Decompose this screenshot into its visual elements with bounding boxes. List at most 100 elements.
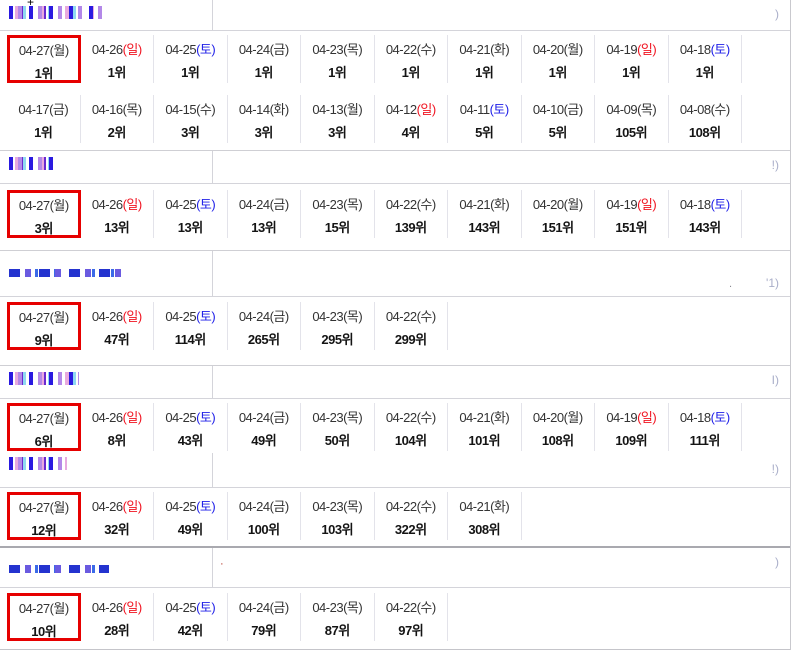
- section-header-left: [0, 151, 213, 183]
- day-of-week: (월): [49, 43, 70, 58]
- rank-cell: 04-09(목) 105위: [595, 95, 669, 143]
- rank-cell: 04-25(토) 42위: [154, 593, 228, 641]
- cell-rank: 108위: [688, 125, 721, 140]
- rank-row: 04-27(월) 9위 04-26(일) 47위 04-25(토) 114위 04-24(금…: [0, 302, 790, 350]
- dot-artifact: .: [728, 278, 732, 290]
- cell-date: 04-26(일): [81, 194, 154, 213]
- redacted-song-title[interactable]: [9, 565, 109, 573]
- day-of-week: (목): [343, 197, 363, 212]
- cell-rank: 12위: [31, 523, 57, 538]
- cell-date: 04-23(목): [301, 597, 374, 616]
- cell-rank: 1위: [622, 65, 641, 80]
- rank-cell: 04-15(수) 3위: [154, 95, 228, 143]
- cell-rank: 265위: [247, 332, 280, 347]
- cell-date: 04-12(일): [375, 99, 448, 118]
- cell-rank: 3위: [254, 125, 274, 140]
- date-text: 04-21: [459, 499, 491, 514]
- rank-table: 04-27(월) 3위 04-26(일) 13위 04-25(토) 13위 04-24(금)…: [0, 184, 790, 250]
- song-section: !) 04-27(월) 3위 04-26(일) 13위 04-25(토) 13위 04-24(…: [0, 150, 790, 250]
- rank-cell: 04-25(토) 43위: [154, 403, 228, 451]
- cell-date: 04-22(수): [375, 39, 448, 58]
- cell-rank: 3위: [181, 125, 200, 140]
- cell-date: 04-21(화): [448, 39, 521, 58]
- cell-rank: 1위: [181, 65, 200, 80]
- date-text: 04-26: [91, 600, 123, 615]
- redacted-song-title[interactable]: [9, 372, 79, 385]
- date-text: 04-25: [165, 499, 197, 514]
- date-text: 04-27: [18, 500, 50, 515]
- day-of-week: (월): [49, 198, 70, 213]
- cell-date: 04-26(일): [81, 407, 154, 426]
- rank-cell-current: 04-27(월) 3위: [7, 190, 81, 238]
- cell-rank: 9위: [34, 333, 54, 348]
- day-of-week: (목): [122, 102, 143, 117]
- cell-rank: 1위: [107, 65, 127, 80]
- section-header: . '1): [0, 251, 790, 297]
- cell-date: 04-27(월): [10, 598, 78, 617]
- cell-date: 04-18(토): [669, 407, 742, 426]
- cell-date: 04-09(목): [595, 99, 668, 118]
- section-header: I): [0, 366, 790, 399]
- redacted-song-title[interactable]: [9, 269, 125, 277]
- day-of-week: (목): [343, 410, 363, 425]
- section-header: ·): [0, 548, 790, 588]
- rank-cell: 04-08(수) 108위: [669, 95, 742, 143]
- redacted-song-title[interactable]: [9, 157, 53, 170]
- section-header-left: [0, 453, 213, 487]
- cell-rank: 4위: [401, 125, 421, 140]
- day-of-week: (일): [122, 197, 143, 212]
- rank-cell: 04-26(일) 47위: [81, 302, 154, 350]
- rank-table: 04-27(월) 6위 04-26(일) 8위 04-25(토) 43위 04-24(금) 4…: [0, 399, 790, 453]
- rank-cell: 04-23(목) 1위: [301, 35, 375, 83]
- rank-cell: 04-23(목) 103위: [301, 492, 375, 540]
- header-remnant-text: '1): [766, 276, 779, 290]
- cell-date: 04-17(금): [7, 99, 80, 118]
- rank-cell: 04-21(화) 308위: [448, 492, 522, 540]
- rank-cell: 04-25(토) 49위: [154, 492, 228, 540]
- day-of-week: (금): [269, 197, 290, 212]
- cell-rank: 8위: [107, 433, 127, 448]
- redacted-song-title[interactable]: [9, 457, 67, 470]
- cell-rank: 295위: [321, 332, 354, 347]
- day-of-week: (수): [416, 410, 437, 425]
- day-of-week: (토): [710, 410, 731, 425]
- date-text: 04-27: [18, 601, 50, 616]
- cell-date: 04-24(금): [228, 39, 301, 58]
- rank-cell: 04-14(화) 3위: [228, 95, 301, 143]
- cell-date: 04-18(토): [669, 39, 742, 58]
- cell-rank: 87위: [324, 623, 350, 638]
- cell-rank: 1위: [695, 65, 715, 80]
- day-of-week: (토): [489, 102, 510, 117]
- date-text: 04-22: [385, 197, 417, 212]
- rank-cell-current: 04-27(월) 6위: [7, 403, 81, 451]
- date-text: 04-20: [532, 42, 564, 57]
- rank-cell: 04-20(월) 108위: [522, 403, 595, 451]
- redacted-song-title[interactable]: [9, 6, 109, 19]
- date-text: 04-12: [385, 102, 417, 117]
- day-of-week: (토): [196, 410, 216, 425]
- rank-cell: 04-23(목) 15위: [301, 190, 375, 238]
- cell-date: 04-19(일): [595, 407, 668, 426]
- rank-row: 04-17(금) 1위 04-16(목) 2위 04-15(수) 3위 04-14(화) 3위…: [0, 95, 790, 143]
- rank-cell: 04-25(토) 13위: [154, 190, 228, 238]
- date-text: 04-16: [91, 102, 123, 117]
- cell-rank: 104위: [394, 433, 427, 448]
- cell-date: 04-27(월): [10, 40, 78, 59]
- date-text: 04-25: [165, 600, 197, 615]
- day-of-week: (일): [637, 197, 657, 212]
- cell-rank: 97위: [398, 623, 424, 638]
- cell-rank: 1위: [328, 65, 347, 80]
- cell-date: 04-25(토): [154, 496, 227, 515]
- cell-date: 04-19(일): [595, 194, 668, 213]
- cell-rank: 111위: [689, 433, 721, 448]
- cell-date: 04-24(금): [228, 496, 301, 515]
- section-header: ): [0, 0, 790, 31]
- date-text: 04-18: [679, 410, 711, 425]
- date-text: 04-26: [91, 410, 123, 425]
- cell-date: 04-14(화): [228, 99, 301, 118]
- cell-date: 04-22(수): [375, 194, 448, 213]
- day-of-week: (일): [416, 102, 437, 117]
- day-of-week: (토): [710, 42, 731, 57]
- rank-cell-current: 04-27(월) 12위: [7, 492, 81, 540]
- date-text: 04-23: [312, 197, 344, 212]
